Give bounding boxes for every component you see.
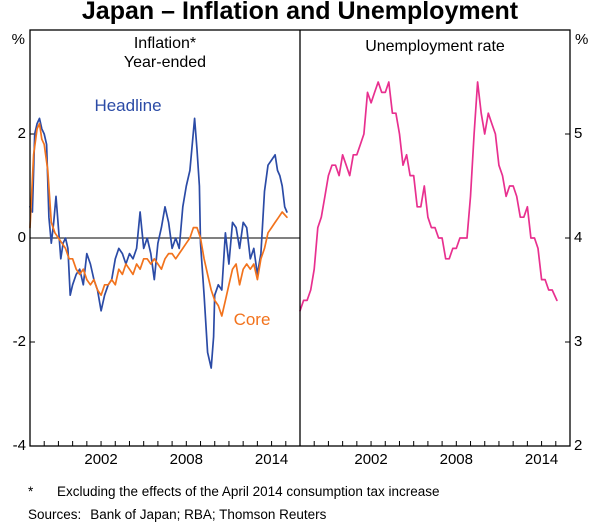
y-axis-tick-label: 3 (574, 333, 583, 350)
left-panel-title-line2: Year-ended (123, 54, 207, 71)
left-panel-title-line1: Inflation* (133, 35, 197, 52)
x-axis-tick-label: 2002 (354, 451, 388, 468)
chart-title: Japan – Inflation and Unemployment (81, 0, 519, 25)
sources-text: Bank of Japan; RBA; Thomson Reuters (90, 507, 327, 522)
headline-line (29, 117, 288, 369)
footnote-marker: * (28, 484, 34, 499)
x-axis-tick-label: 2014 (254, 451, 289, 468)
y-axis-tick-label: 5 (574, 125, 583, 142)
y-axis-tick-label: 0 (17, 229, 26, 246)
y-axis-tick-label: 2 (17, 125, 26, 142)
unemployment-rate-line (299, 81, 558, 312)
y-axis-tick-label: 2 (574, 437, 583, 454)
x-axis-tick-label: 2014 (524, 451, 559, 468)
x-axis-tick-label: 2008 (169, 451, 203, 468)
core-series-label: Core (233, 310, 271, 329)
x-axis-tick-label: 2008 (439, 451, 473, 468)
y-axis-tick-label: -2 (12, 333, 26, 350)
core-line (29, 122, 288, 317)
footnote: * Excluding the effects of the April 2014… (28, 484, 439, 499)
y-axis-tick-label: -4 (12, 437, 26, 454)
x-axis-tick-label: 2002 (84, 451, 118, 468)
sources-label: Sources: (28, 507, 82, 522)
y-axis-tick-label: 4 (574, 229, 583, 246)
y-axis-unit-left: % (11, 31, 25, 48)
sources: Sources: Bank of Japan; RBA; Thomson Reut… (28, 507, 326, 522)
headline-series-label: Headline (94, 96, 162, 115)
footnote-text: Excluding the effects of the April 2014 … (57, 484, 440, 499)
y-axis-unit-right: % (575, 31, 589, 48)
right-panel-title: Unemployment rate (365, 38, 505, 55)
left-panel-title: Inflation* Year-ended (30, 34, 300, 72)
